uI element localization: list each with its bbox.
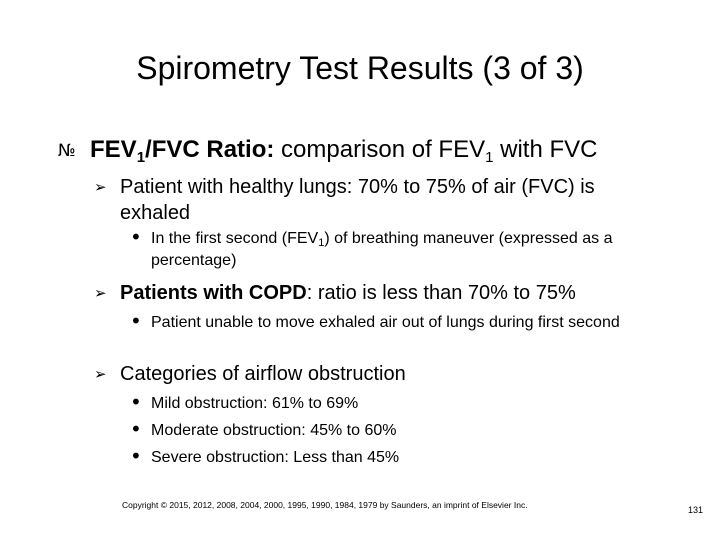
copd-label: Patients with COPD xyxy=(120,282,307,304)
copd-ratio-text: : ratio is less than 70% to 75% xyxy=(306,282,576,304)
page-number: 131 xyxy=(688,505,704,515)
copyright-footer: Copyright © 2015, 2012, 2008, 2004, 2000… xyxy=(122,500,528,510)
sub-bullet-text: Categories of airflow obstruction xyxy=(120,363,406,385)
bullet-marker-icon: № xyxy=(58,141,76,161)
sub-bullet-text: Patients with COPD: ratio is less than 7… xyxy=(120,280,660,306)
dot-bullet-icon: • xyxy=(130,309,142,333)
detail-text-subscript: 1 xyxy=(318,237,325,249)
detail-text-part2: ) of breathing maneuver (expressed as a … xyxy=(151,230,613,269)
term-label-subscript: 1 xyxy=(136,149,146,166)
arrow-bullet-icon: ➢ xyxy=(94,284,107,302)
definition-subscript: 1 xyxy=(485,149,494,166)
dot-bullet-icon: • xyxy=(130,417,142,441)
detail-text-part1: In the first second (FEV xyxy=(151,230,319,247)
dot-bullet-icon: • xyxy=(130,444,142,468)
term-label: FEV1/FVC Ratio: xyxy=(90,136,275,166)
sub-bullet-text: Patient with healthy lungs: 70% to 75% o… xyxy=(120,176,595,224)
dot-bullet-icon: • xyxy=(130,225,142,249)
detail-text: Mild obstruction: 61% to 69% xyxy=(151,395,359,412)
detail-text: Patient unable to move exhaled air out o… xyxy=(151,314,620,331)
detail-text: Severe obstruction: Less than 45% xyxy=(151,449,400,466)
arrow-bullet-icon: ➢ xyxy=(94,365,107,383)
term-label-part2: /FVC Ratio: xyxy=(145,136,275,163)
slide-title: Spirometry Test Results (3 of 3) xyxy=(136,50,584,86)
detail-text: Moderate obstruction: 45% to 60% xyxy=(151,422,397,439)
definition-part2: with FVC xyxy=(493,136,598,163)
detail-text: In the first second (FEV1) of breathing … xyxy=(151,228,666,272)
definition-part1: comparison of FEV xyxy=(274,136,486,163)
term-label-part1: FEV xyxy=(90,136,137,163)
arrow-bullet-icon: ➢ xyxy=(94,178,107,196)
bullet-fev1-fvc-text: FEV1/FVC Ratio: comparison of FEV1 with … xyxy=(90,135,597,165)
dot-bullet-icon: • xyxy=(130,390,142,414)
